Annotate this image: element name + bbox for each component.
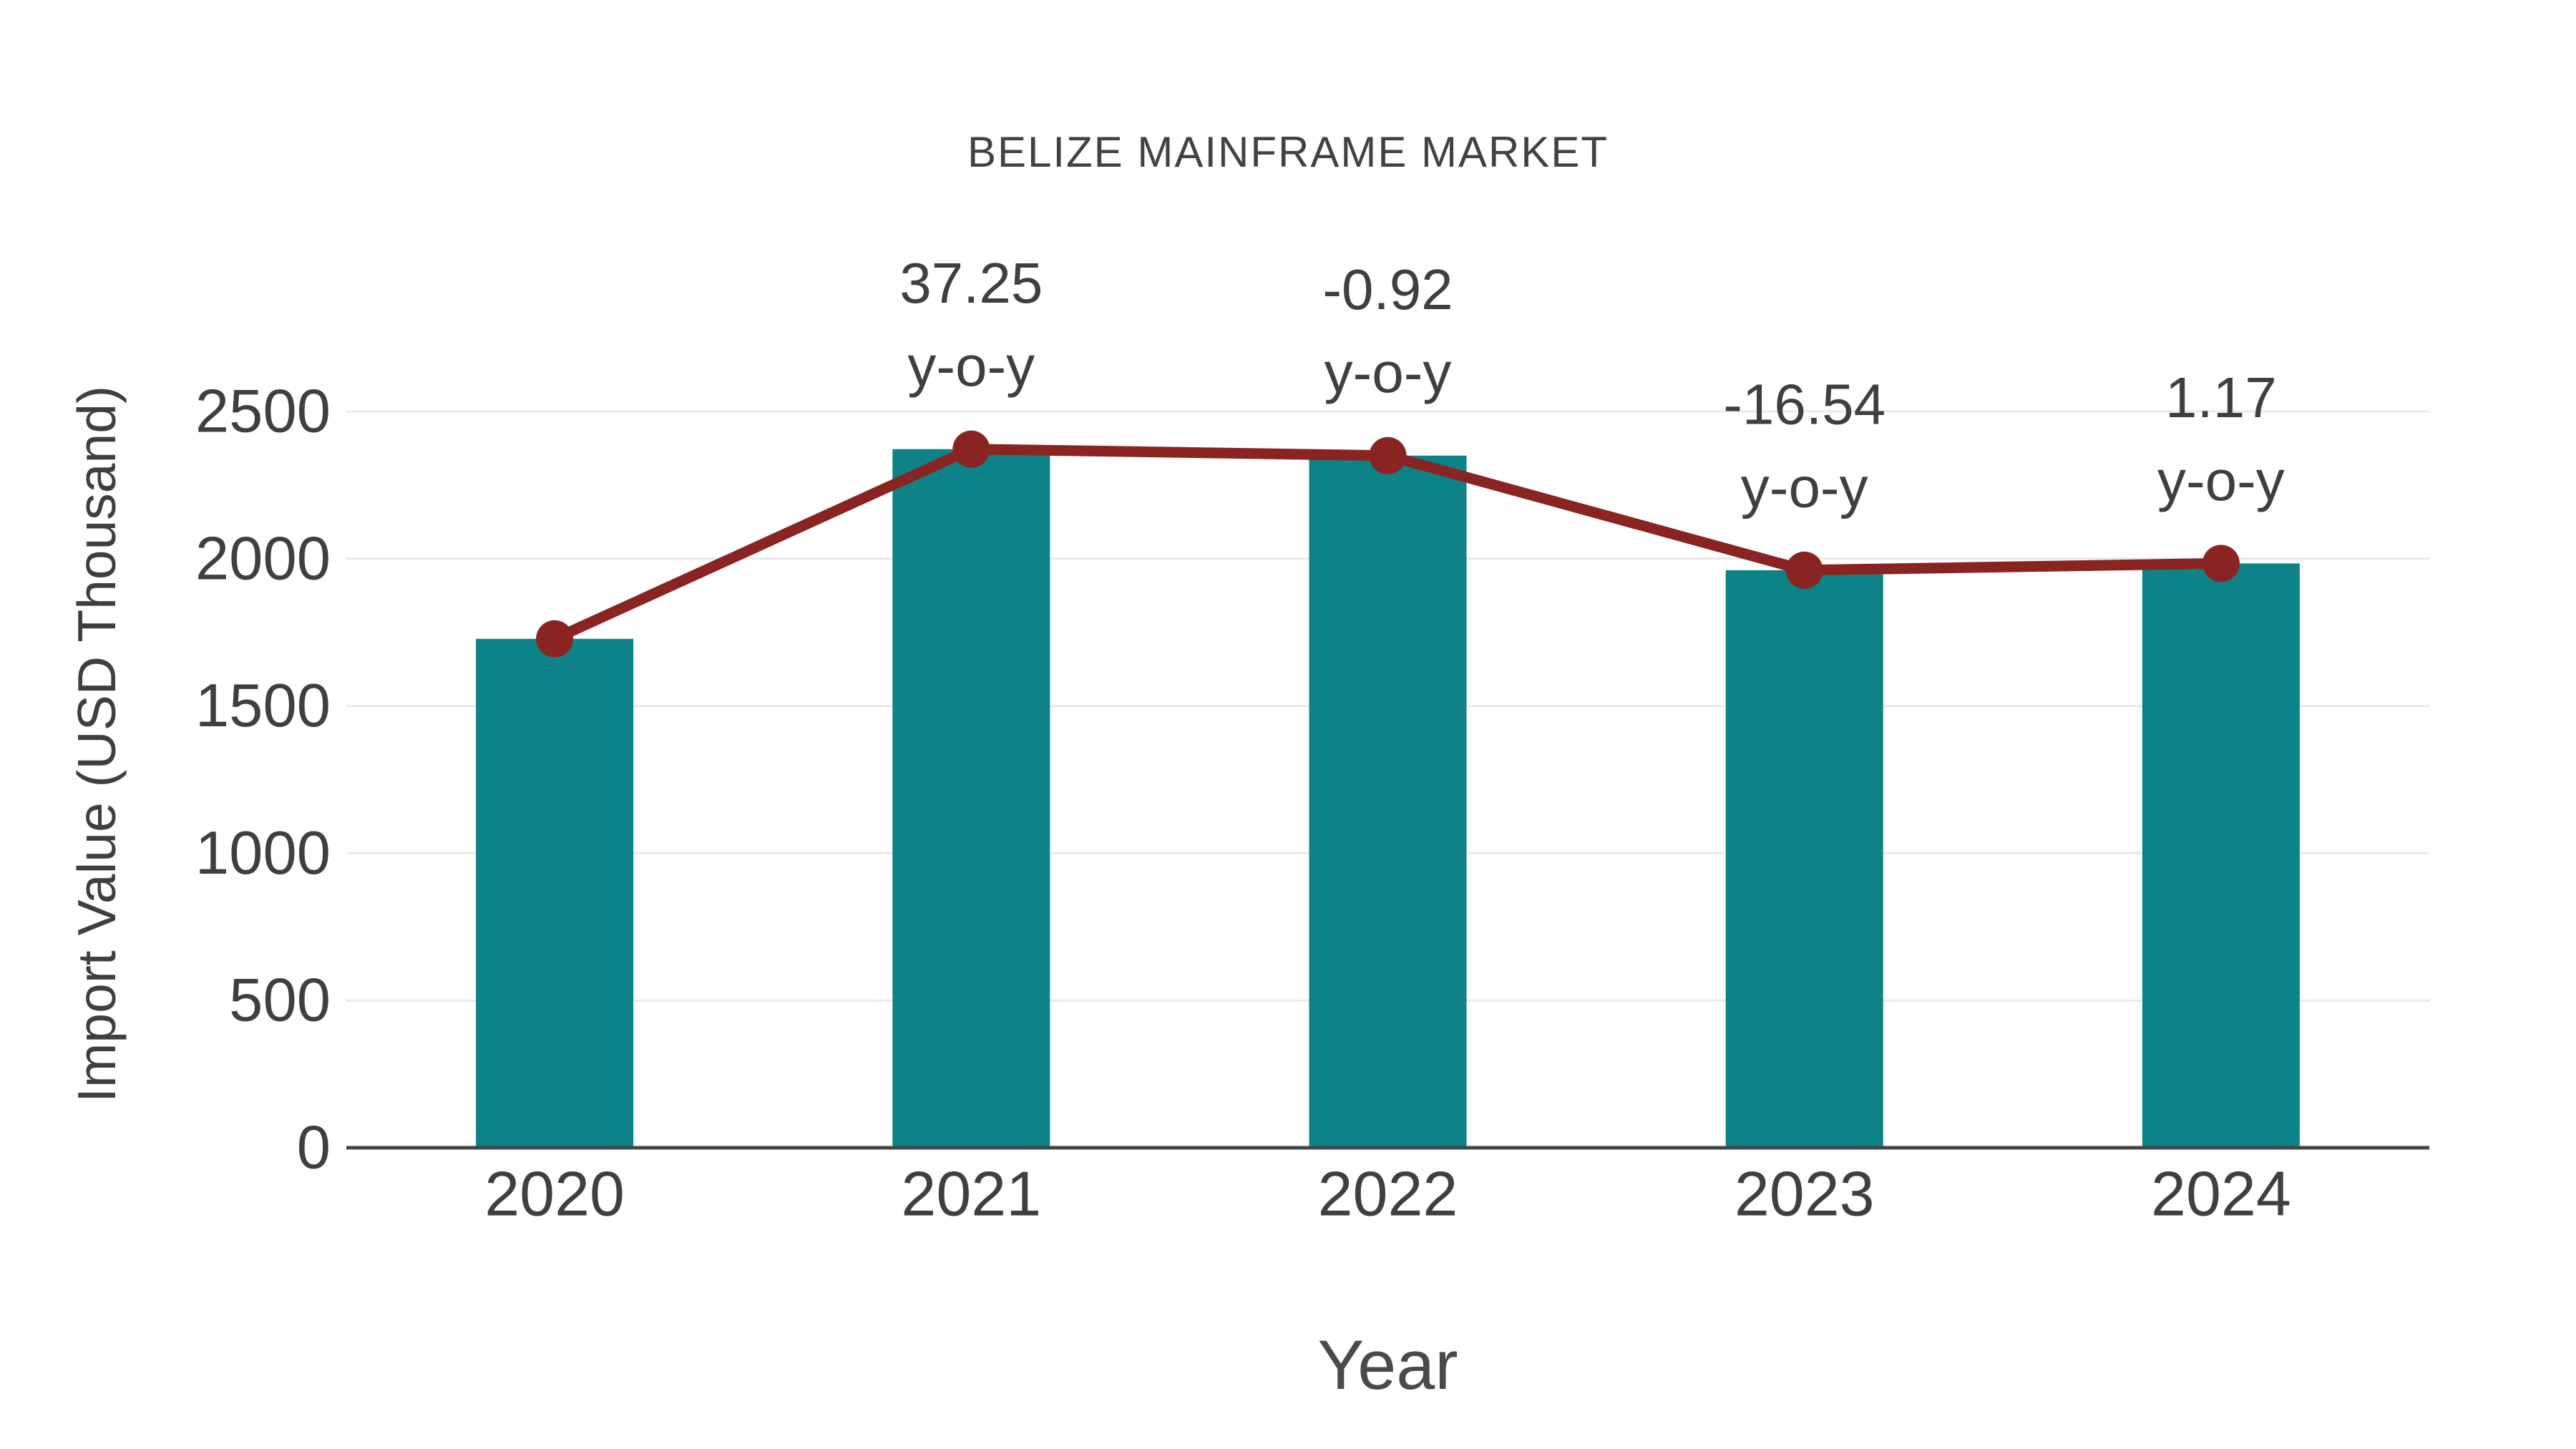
x-axis-title: Year (1317, 1326, 1458, 1404)
yoy-value-label: -0.92 (1322, 258, 1453, 321)
y-tick-label: 1000 (195, 819, 331, 887)
bar-2022 (1309, 455, 1467, 1148)
yoy-value-label: 37.25 (899, 251, 1043, 315)
x-tick-label: 2020 (484, 1158, 625, 1229)
y-tick-label: 2000 (195, 525, 331, 592)
trend-marker-2022 (1369, 436, 1407, 474)
x-tick-label: 2021 (901, 1158, 1041, 1229)
yoy-suffix-label: y-o-y (1324, 341, 1452, 404)
yoy-suffix-label: y-o-y (1741, 455, 1868, 519)
y-tick-label: 2500 (195, 378, 331, 446)
x-tick-label: 2023 (1735, 1158, 1875, 1229)
y-tick-label: 1500 (195, 672, 331, 740)
x-tick-label: 2022 (1318, 1158, 1458, 1229)
x-tick-label: 2024 (2151, 1158, 2291, 1229)
trend-marker-2021 (952, 430, 990, 468)
y-tick-label: 0 (297, 1114, 331, 1182)
trend-marker-2024 (2202, 545, 2240, 582)
bar-2021 (892, 449, 1050, 1148)
y-tick-label: 500 (229, 967, 331, 1035)
chart-title: BELIZE MAINFRAME MARKET (967, 128, 1609, 176)
bar-2023 (1725, 570, 1883, 1148)
yoy-value-label: 1.17 (2165, 366, 2277, 429)
yoy-suffix-label: y-o-y (2157, 449, 2285, 512)
bar-2020 (476, 638, 634, 1148)
bar-2024 (2142, 563, 2300, 1148)
trend-marker-2023 (1785, 551, 1823, 589)
trend-marker-2020 (536, 620, 574, 658)
yoy-value-label: -16.54 (1723, 372, 1885, 436)
yoy-suffix-label: y-o-y (907, 334, 1035, 398)
